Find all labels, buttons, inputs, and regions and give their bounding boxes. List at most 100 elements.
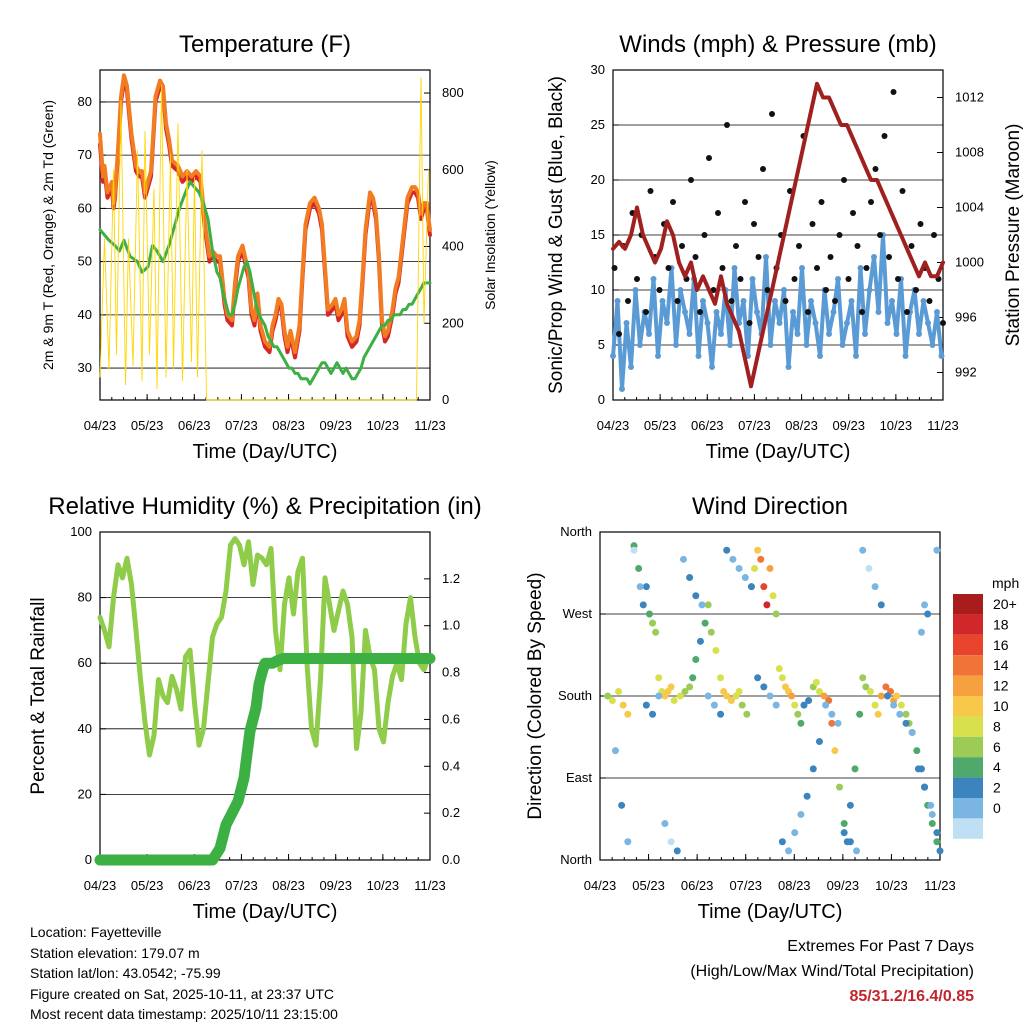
wind-point [938,353,945,359]
x-tick-label: 09/23 [827,878,860,893]
panel-1: Winds (mph) & Pressure (mb) 0 5 10 15 20 25 30 0… [546,31,1024,463]
y-tick-label: 40 [78,721,92,736]
gust-point [818,199,825,205]
direction-point [636,583,644,591]
direction-point [791,829,799,837]
location-text: Location: Fayetteville [30,924,162,940]
y-tick-label: 40 [78,307,92,322]
wind-point [754,309,760,315]
extremes-subtitle: (High/Low/Max Wind/Total Precipitation) [690,963,974,980]
x-tick-label: 11/23 [414,418,446,433]
direction-point [846,801,854,809]
gust-point [692,254,699,260]
y-tick-label: 30 [78,360,92,375]
direction-point [676,692,684,700]
direction-point [778,674,786,682]
y-tick-label: North [560,852,592,867]
wind-point [799,265,805,271]
wind-point [934,309,940,315]
direction-point [655,674,663,682]
direction-point [772,701,780,709]
direction-point [624,710,632,718]
gust-point [701,232,708,238]
gust-point [751,221,757,227]
y-tick-label: West [563,606,593,621]
colorbar-label: 12 [993,678,1009,694]
direction-point [698,601,706,609]
colorbar-label: 14 [993,657,1009,673]
x-tick-label: 11/23 [414,878,446,893]
colorbar-swatch [953,594,983,615]
wind-point [767,342,774,348]
direction-point [778,838,786,846]
gust-point [764,287,771,293]
gust-point [872,166,879,172]
y-tick-label: 0 [85,852,92,867]
wind-point [713,309,720,315]
x-tick-label: 10/23 [875,878,908,893]
gust-point [931,232,937,238]
gust-point [832,298,838,304]
direction-point [652,628,660,636]
direction-point [618,801,626,809]
y2-tick-label: 200 [442,315,464,330]
wind-point [686,331,693,337]
colorbar-swatch [953,777,983,798]
direction-point [704,692,712,700]
direction-point [760,683,768,691]
direction-point [717,710,725,718]
wind-point [835,276,841,282]
x-tick-label: 05/23 [632,878,665,893]
direction-point [763,601,771,609]
gust-point [926,298,933,304]
wind-point [920,298,927,304]
direction-point [673,847,681,855]
wind-point [808,298,814,304]
wind-point [628,364,634,370]
x-tick-label: 05/23 [131,878,164,893]
y-tick-label: 80 [78,94,92,109]
y2-tick-label: 1000 [955,255,984,270]
y-tick-label: 100 [70,524,92,539]
chart-title: Winds (mph) & Pressure (mb) [619,31,936,58]
x-tick-label: 07/23 [729,878,762,893]
direction-point [667,838,675,846]
direction-point [604,692,612,700]
x-tick-label: 07/23 [738,418,771,433]
direction-point [735,564,743,572]
direction-point [820,692,828,700]
direction-point [853,847,861,855]
colorbar-swatch [953,736,983,758]
wind-point [884,320,891,326]
direction-point [723,692,731,700]
direction-point [769,592,777,600]
y2-tick-label: 0.4 [442,758,460,773]
y-tick-label: 60 [78,655,92,670]
direction-point [917,628,925,636]
x-tick-label: 11/23 [927,418,959,433]
gust-point [769,111,775,117]
direction-point [729,555,737,563]
gust-point [742,199,748,205]
y2-tick-label: 1004 [955,200,984,215]
plot-border [612,69,944,401]
wind-point [623,320,630,326]
created-text: Figure created on Sat, 2025-10-11, at 23… [30,985,335,1002]
y-tick-label: 0 [598,392,605,407]
x-tick-label: 09/23 [319,878,352,893]
direction-point [766,692,774,700]
gust-point [877,232,883,238]
panel-0: Temperature (F) 30 40 50 60 70 80 04/23 05/23 06/… [40,31,498,463]
x-tick-label: 05/23 [131,418,164,433]
x-tick-label: 06/23 [691,418,724,433]
colorbar-swatch [953,634,983,656]
direction-point [933,546,941,554]
wind-point [862,331,868,337]
gust-point [647,188,654,194]
wind-point [632,287,639,293]
direction-point [667,683,675,691]
direction-point [893,692,901,700]
gust-point [746,320,753,326]
series-wind [611,233,944,391]
wind-point [704,320,711,326]
